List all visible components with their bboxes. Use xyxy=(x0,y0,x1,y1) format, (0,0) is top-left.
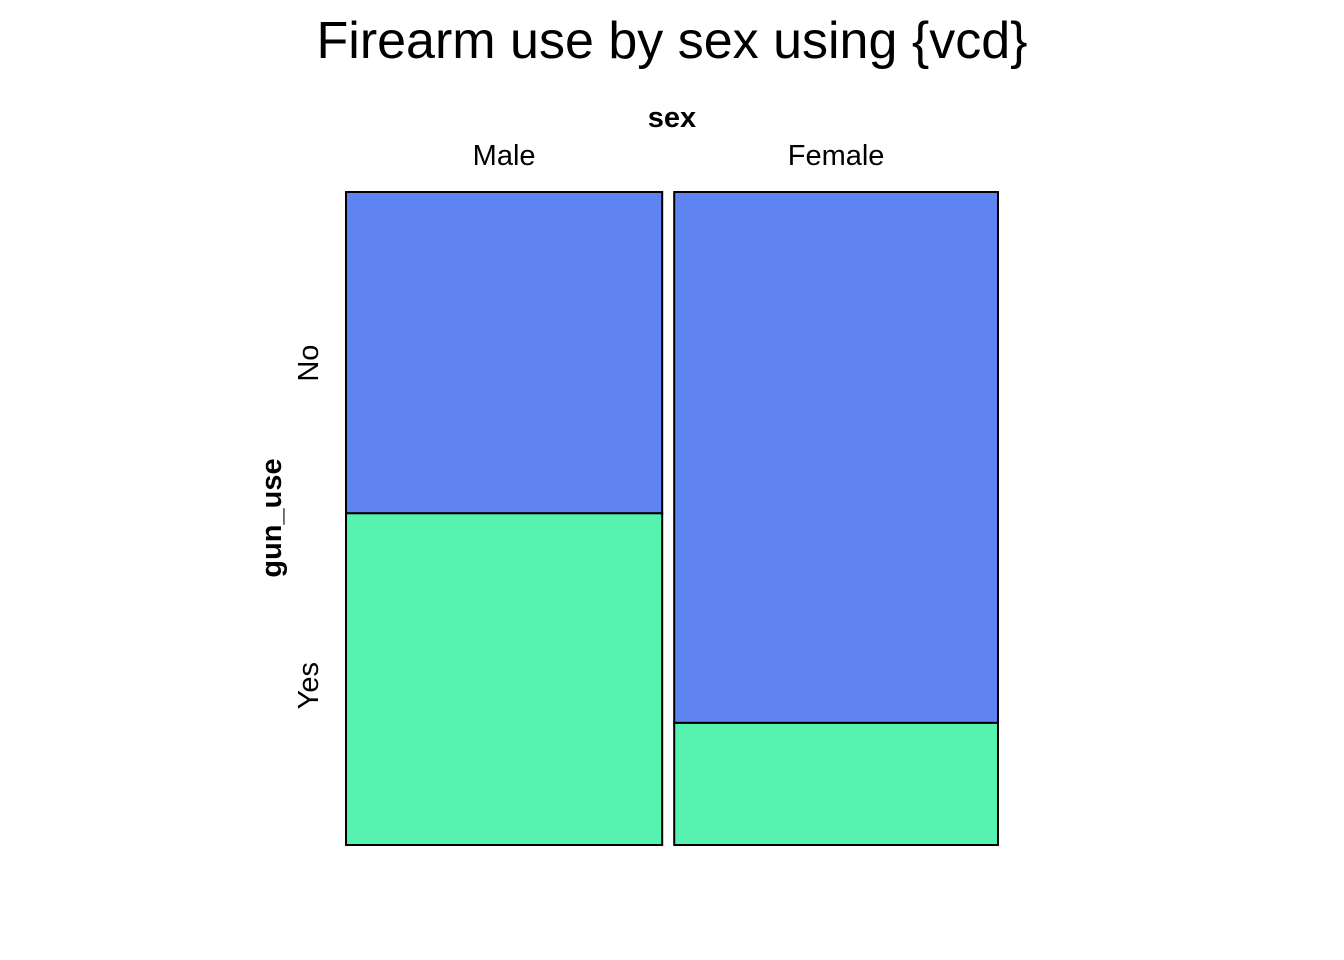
chart-title: Firearm use by sex using {vcd} xyxy=(317,12,1028,70)
column-label-female: Female xyxy=(788,140,885,172)
column-label-male: Male xyxy=(473,140,536,172)
column-level-labels: Male Female xyxy=(473,140,885,172)
row-level-labels: No Yes xyxy=(293,345,325,710)
tile-female-no xyxy=(673,191,999,724)
mosaic-tiles xyxy=(345,191,999,847)
column-variable-label: sex xyxy=(648,102,696,134)
tile-female-yes xyxy=(673,721,999,847)
row-label-no: No xyxy=(293,345,325,382)
tile-male-no xyxy=(345,191,664,515)
row-label-yes: Yes xyxy=(293,662,325,709)
tile-male-yes xyxy=(345,512,664,846)
row-variable-label: gun_use xyxy=(256,458,288,577)
